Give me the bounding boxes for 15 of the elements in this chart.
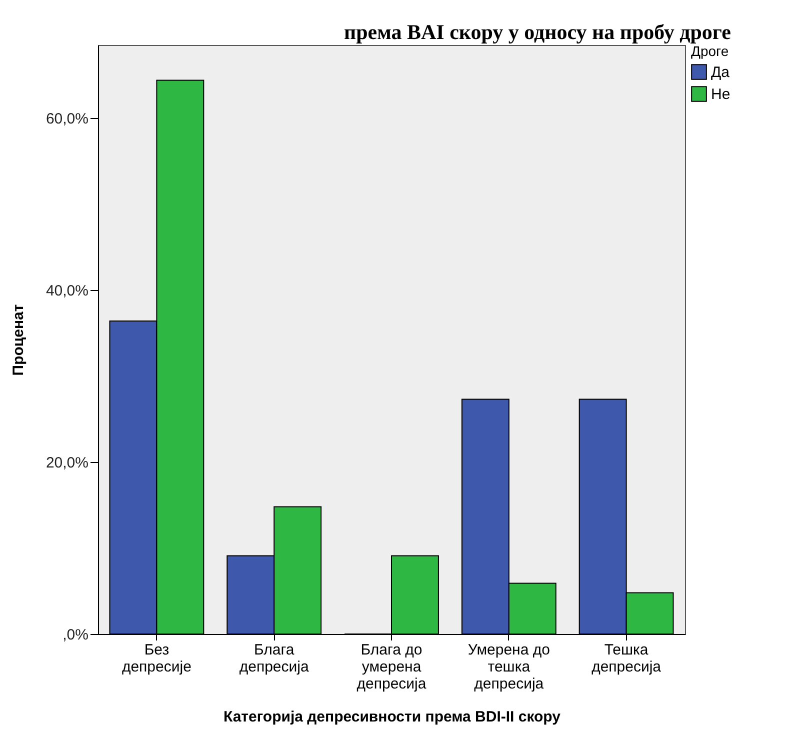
x-tick-label: Блага депресија [239,642,310,676]
x-tick-label: Тешка депресија [592,642,662,676]
y-axis-title: Проценат [10,304,27,376]
x-tick-label: Умерена до тешка депресија [468,642,550,692]
y-tick-label: 40,0% [46,282,88,300]
legend-title: Дроге [691,43,729,59]
x-tick-label: Без депресије [122,642,192,676]
chart-title: према BAI скору у односу на пробу дроге [344,20,731,44]
y-tick-label: 60,0% [46,110,88,128]
x-tick-label: Блага до умерена депресија [356,642,427,692]
x-axis-title: Категорија депресивности према BDI-II скору [224,708,562,726]
y-tick-label: ,0% [62,626,88,644]
legend-label: Да [711,64,730,81]
legend-label: Не [711,86,730,103]
y-tick-label: 20,0% [46,454,88,472]
